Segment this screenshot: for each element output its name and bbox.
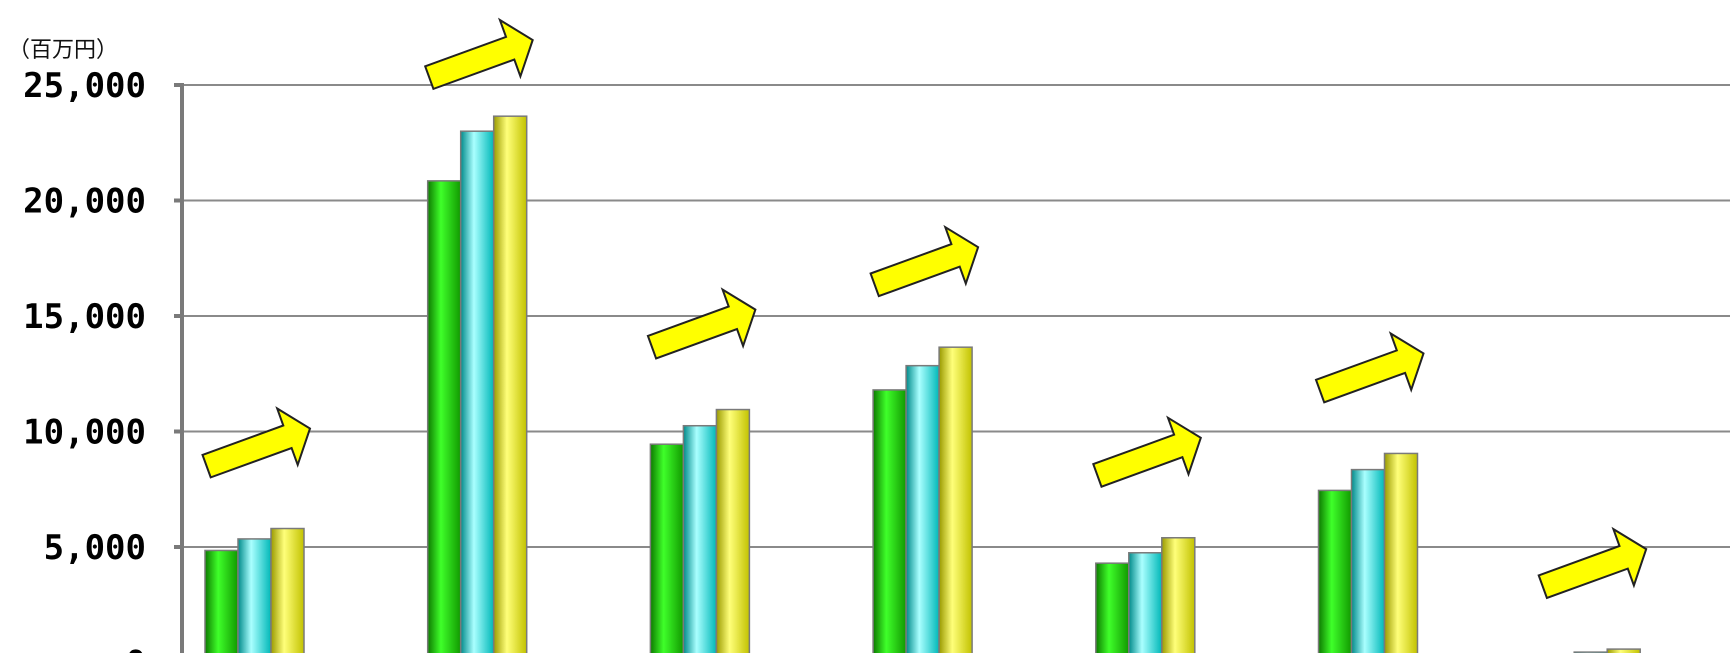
y-tick-label: 15,000 <box>23 297 146 337</box>
trend-up-arrow <box>869 224 980 298</box>
bar-series-1-cat-2 <box>426 180 462 653</box>
trend-up-arrow <box>646 287 757 360</box>
y-tick-label: 20,000 <box>23 182 146 222</box>
y-tick-label: 0 <box>126 644 146 653</box>
bar-series-3-cat-7 <box>1606 648 1641 653</box>
trend-up-arrow <box>1314 331 1425 404</box>
bar-series-1-cat-1 <box>204 549 239 653</box>
bar-series-1-cat-4 <box>872 389 907 653</box>
bar-series-2-cat-2 <box>459 130 495 653</box>
bar-series-1-cat-6 <box>1317 489 1353 653</box>
bar-series-1-cat-5 <box>1095 562 1130 653</box>
bar-series-2-cat-6 <box>1350 468 1386 653</box>
bar-series-3-cat-4 <box>938 346 973 653</box>
bar-series-1-cat-3 <box>649 443 685 653</box>
bar-series-3-cat-6 <box>1383 452 1419 653</box>
bar-series-3-cat-5 <box>1161 537 1196 653</box>
bar-series-2-cat-1 <box>237 538 272 653</box>
bar-series-3-cat-1 <box>270 527 305 653</box>
bar-series-3-cat-2 <box>492 115 528 653</box>
trend-up-arrow <box>423 17 534 91</box>
bar-series-2-cat-5 <box>1128 552 1163 653</box>
trend-up-arrow <box>1537 526 1648 600</box>
bar-series-2-cat-3 <box>682 424 718 653</box>
bar-series-2-cat-4 <box>905 364 940 653</box>
trend-up-arrow <box>1092 415 1203 488</box>
y-tick-label: 5,000 <box>44 528 146 568</box>
y-axis-unit-label: （百万円） <box>8 38 119 63</box>
bar-series-3-cat-3 <box>715 408 751 653</box>
trend-up-arrow <box>201 406 312 479</box>
y-tick-label: 25,000 <box>23 66 146 106</box>
y-tick-label: 10,000 <box>23 413 146 453</box>
